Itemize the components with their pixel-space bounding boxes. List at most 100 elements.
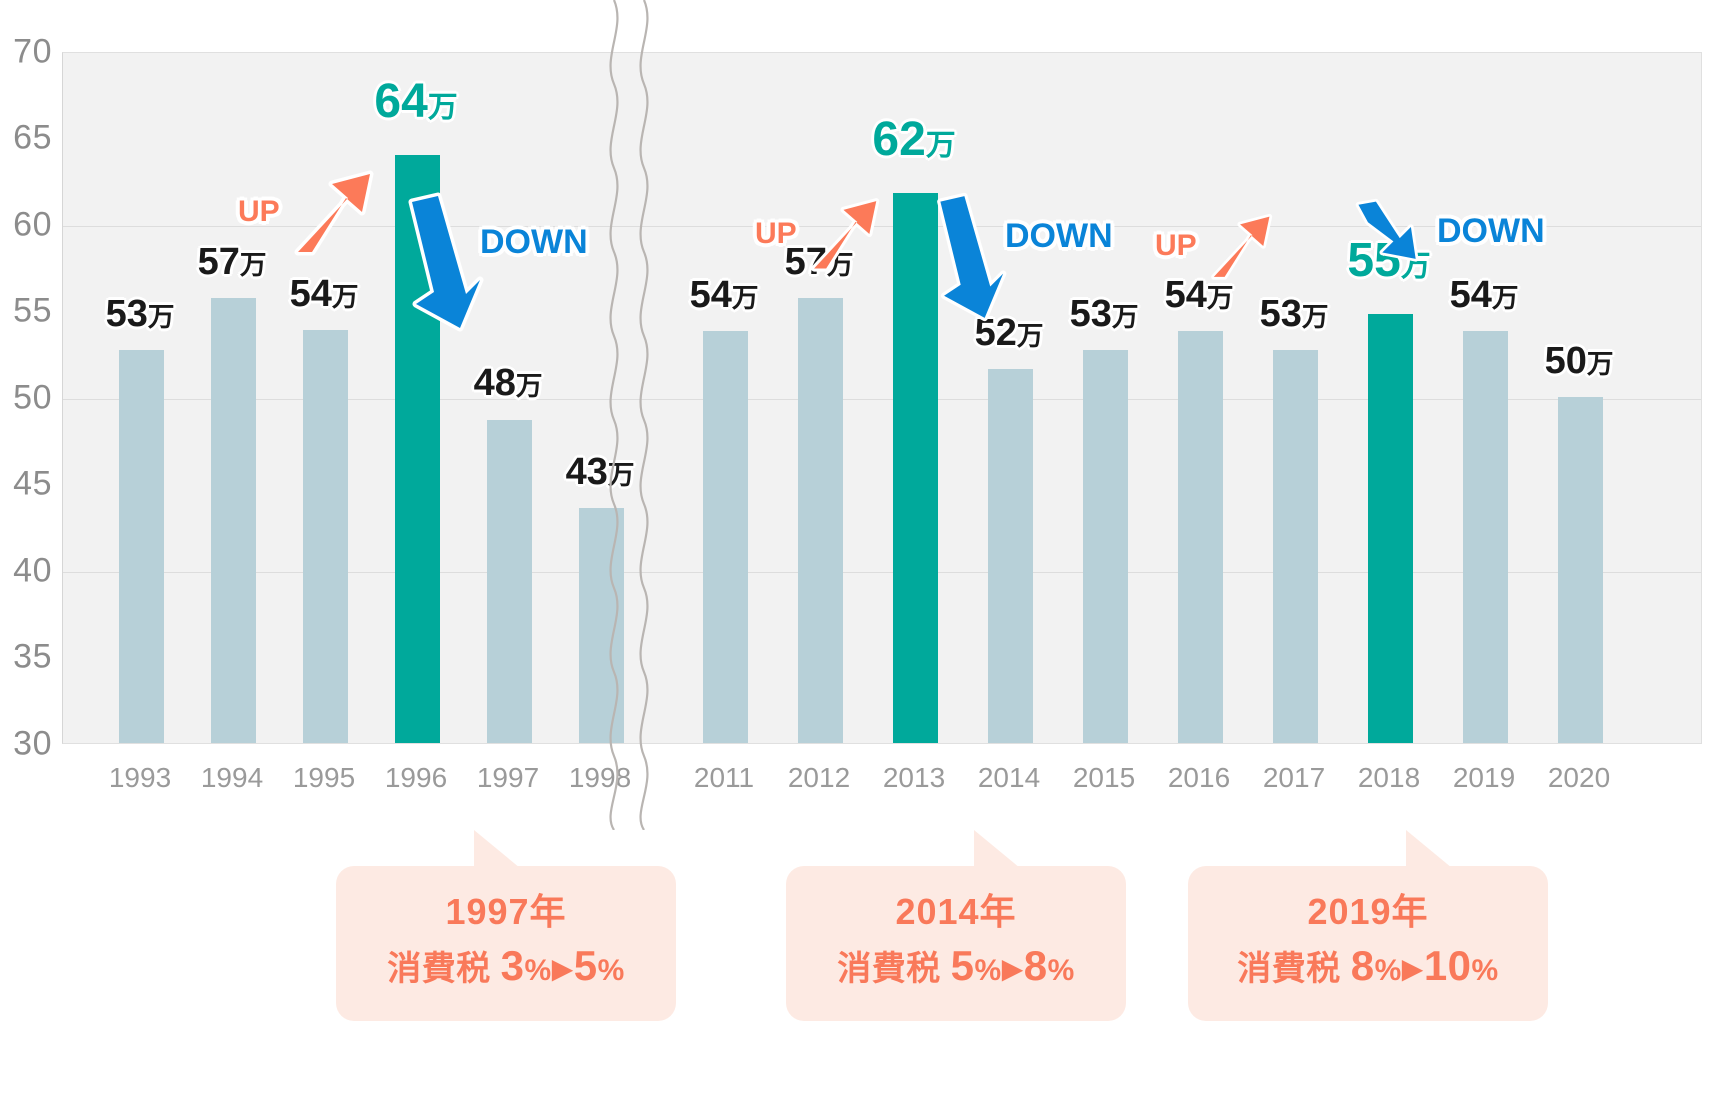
down-arrow-icon xyxy=(1355,198,1419,262)
value-unit: 万 xyxy=(427,90,458,124)
x-label-2013: 2013 xyxy=(882,762,946,793)
bar-2019[interactable] xyxy=(1462,331,1508,743)
value-unit: 万 xyxy=(1301,302,1329,333)
callout-arrow-icon: ▶ xyxy=(551,952,574,984)
callout-tax-from: 8 xyxy=(1350,941,1375,989)
callout-year: 1997年 xyxy=(445,891,567,932)
badge-down-label: DOWN xyxy=(1005,217,1113,255)
y-tick-40: 40 xyxy=(13,551,52,590)
x-label-2018: 2018 xyxy=(1357,762,1421,793)
up-arrow-icon xyxy=(1210,213,1272,280)
callout-tax-to: 5 xyxy=(573,941,598,989)
x-label-2012: 2012 xyxy=(787,762,851,793)
bar-2012[interactable] xyxy=(797,298,843,743)
value-label-2016: 54万 xyxy=(1165,276,1234,314)
x-label-2016: 2016 xyxy=(1167,762,1231,793)
badge-down-2019: DOWN xyxy=(1355,198,1545,262)
value-unit: 万 xyxy=(1111,302,1139,333)
x-label-2014: 2014 xyxy=(977,762,1041,793)
callout-pct-2: % xyxy=(597,953,625,987)
bar-2014[interactable] xyxy=(987,369,1033,743)
callout-arrow-icon: ▶ xyxy=(1001,952,1024,984)
bar-2015[interactable] xyxy=(1082,350,1128,743)
x-label-2011: 2011 xyxy=(693,762,755,793)
value-unit: 万 xyxy=(239,250,267,281)
value-number: 54 xyxy=(1164,274,1207,317)
badge-up-label: UP xyxy=(238,195,280,228)
callout-tail xyxy=(974,830,1020,868)
value-number: 50 xyxy=(1544,340,1587,382)
y-tick-60: 60 xyxy=(13,205,52,244)
callout-tax-prefix: 消費税 xyxy=(837,949,941,988)
value-label-2015: 53万 xyxy=(1070,295,1139,333)
callout-tail xyxy=(1406,830,1452,868)
up-arrow-icon xyxy=(294,170,374,256)
callout-tax-to: 10 xyxy=(1423,941,1472,989)
callout-arrow-icon: ▶ xyxy=(1401,952,1424,984)
x-label-1996: 1996 xyxy=(384,762,448,793)
x-label-2020: 2020 xyxy=(1547,762,1611,793)
bar-1995[interactable] xyxy=(302,329,348,743)
value-number: 53 xyxy=(1259,293,1302,336)
value-unit: 万 xyxy=(331,281,359,312)
bar-2013[interactable] xyxy=(892,192,938,743)
y-tick-45: 45 xyxy=(13,464,52,503)
y-axis: 70 65 60 55 50 45 40 35 30 xyxy=(0,0,62,763)
value-label-2014: 52万 xyxy=(975,314,1044,352)
bar-2011[interactable] xyxy=(702,331,748,743)
value-label-2013: 62万 xyxy=(872,112,956,166)
value-number: 54 xyxy=(689,274,732,317)
bar-1998[interactable] xyxy=(578,507,624,743)
callout-tax-prefix: 消費税 xyxy=(387,949,491,988)
value-label-2019: 54万 xyxy=(1450,276,1519,314)
callout-tax-to: 8 xyxy=(1023,941,1048,989)
value-number: 43 xyxy=(565,450,608,493)
callout-pct-2: % xyxy=(1047,953,1075,987)
badge-up-label: UP xyxy=(755,217,797,250)
x-label-2017: 2017 xyxy=(1262,762,1326,793)
bar-2018[interactable] xyxy=(1367,313,1413,743)
value-number: 53 xyxy=(105,293,148,336)
value-label-1993: 53万 xyxy=(106,295,175,333)
x-label-1998: 1998 xyxy=(568,762,632,793)
badge-up-2018: UP xyxy=(1155,212,1275,280)
y-tick-70: 70 xyxy=(13,32,52,71)
callout-tax: 消費税 5%▶8% xyxy=(816,937,1096,996)
badge-up-1996: UP xyxy=(238,168,374,256)
value-label-1997: 48万 xyxy=(474,364,543,402)
value-label-2018: 55万 xyxy=(1347,236,1430,285)
callout-tax: 消費税 3%▶5% xyxy=(366,937,646,996)
up-arrow-icon xyxy=(810,198,879,272)
value-number: 62 xyxy=(872,112,926,166)
badge-down-1997: DOWN xyxy=(404,192,588,332)
bar-2020[interactable] xyxy=(1557,397,1603,743)
gridline-60 xyxy=(63,226,1701,227)
value-unit: 万 xyxy=(925,128,956,162)
value-unit: 万 xyxy=(515,371,543,402)
bar-2017[interactable] xyxy=(1272,350,1318,743)
bar-1993[interactable] xyxy=(118,350,164,743)
x-label-1995: 1995 xyxy=(292,762,356,793)
value-unit: 万 xyxy=(1206,283,1234,314)
bar-2016[interactable] xyxy=(1177,331,1223,743)
value-unit: 万 xyxy=(1586,349,1614,379)
value-number: 64 xyxy=(374,74,428,128)
bar-1997[interactable] xyxy=(486,419,532,743)
y-tick-50: 50 xyxy=(13,378,52,417)
callout-pct-1: % xyxy=(974,953,1002,987)
value-number: 57 xyxy=(197,241,240,284)
callout-year: 2014年 xyxy=(895,891,1017,932)
value-number: 48 xyxy=(473,362,516,405)
value-number: 53 xyxy=(1069,293,1112,336)
callout-pct-1: % xyxy=(524,953,552,987)
value-label-2011: 54万 xyxy=(690,276,759,314)
badge-down-2014: DOWN xyxy=(933,192,1113,322)
value-unit: 万 xyxy=(1491,283,1519,314)
callout-year: 2019年 xyxy=(1307,891,1429,932)
value-number: 54 xyxy=(289,272,332,315)
value-label-1994: 57万 xyxy=(198,243,267,281)
x-label-2015: 2015 xyxy=(1072,762,1136,793)
bar-1994[interactable] xyxy=(210,298,256,743)
y-tick-30: 30 xyxy=(13,724,52,763)
